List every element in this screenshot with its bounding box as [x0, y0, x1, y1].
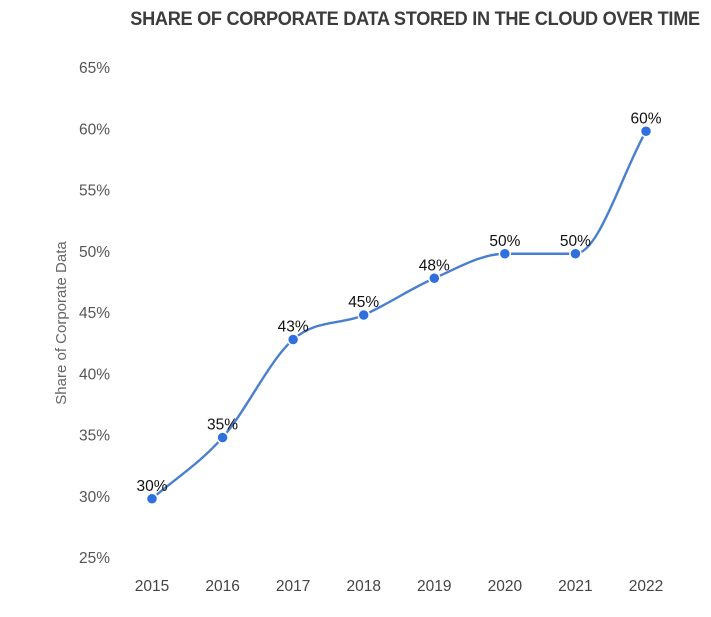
y-tick-label: 30% — [79, 489, 110, 506]
y-tick-label: 25% — [79, 550, 110, 567]
x-tick-label: 2021 — [558, 578, 592, 595]
data-label: 60% — [630, 110, 661, 127]
data-point[interactable] — [569, 247, 582, 260]
data-point[interactable] — [145, 492, 159, 505]
y-tick-label: 35% — [79, 428, 110, 445]
data-point[interactable] — [498, 247, 512, 260]
data-label: 50% — [489, 233, 520, 250]
x-tick-label: 2015 — [135, 578, 169, 595]
y-tick-label: 65% — [79, 60, 110, 77]
data-label: 30% — [136, 478, 167, 495]
y-tick-label: 55% — [79, 183, 110, 200]
y-axis: 25% 30% 35% 40% 45% 50% 55% 60% 65% — [79, 60, 110, 567]
y-axis-label: Share of Corporate Data — [53, 241, 70, 405]
data-label: 50% — [560, 233, 591, 250]
data-point[interactable] — [428, 272, 441, 285]
y-tick-label: 60% — [79, 121, 110, 138]
data-label: 45% — [348, 294, 379, 311]
series-markers — [145, 125, 653, 505]
data-point[interactable] — [357, 308, 370, 322]
data-label: 43% — [278, 319, 309, 336]
x-tick-label: 2020 — [488, 578, 523, 595]
data-label: 35% — [207, 417, 238, 434]
y-tick-label: 50% — [79, 244, 110, 261]
series-line — [150, 130, 648, 500]
x-tick-label: 2017 — [276, 578, 310, 595]
data-label: 48% — [419, 257, 450, 274]
x-tick-label: 2022 — [629, 578, 663, 595]
chart-title: SHARE OF CORPORATE DATA STORED IN THE CL… — [130, 8, 700, 30]
x-tick-label: 2019 — [417, 578, 451, 595]
data-labels: 30% 35% 43% 45% 48% 50% 50% 60% — [136, 110, 661, 495]
data-point[interactable] — [639, 125, 653, 138]
y-tick-label: 45% — [79, 305, 110, 322]
y-tick-label: 40% — [79, 366, 110, 383]
data-point[interactable] — [216, 431, 229, 444]
x-tick-label: 2016 — [205, 578, 239, 595]
data-point[interactable] — [286, 333, 300, 346]
x-tick-label: 2018 — [346, 578, 380, 595]
x-axis: 2015 2016 2017 2018 2019 2020 2021 2022 — [135, 578, 663, 595]
